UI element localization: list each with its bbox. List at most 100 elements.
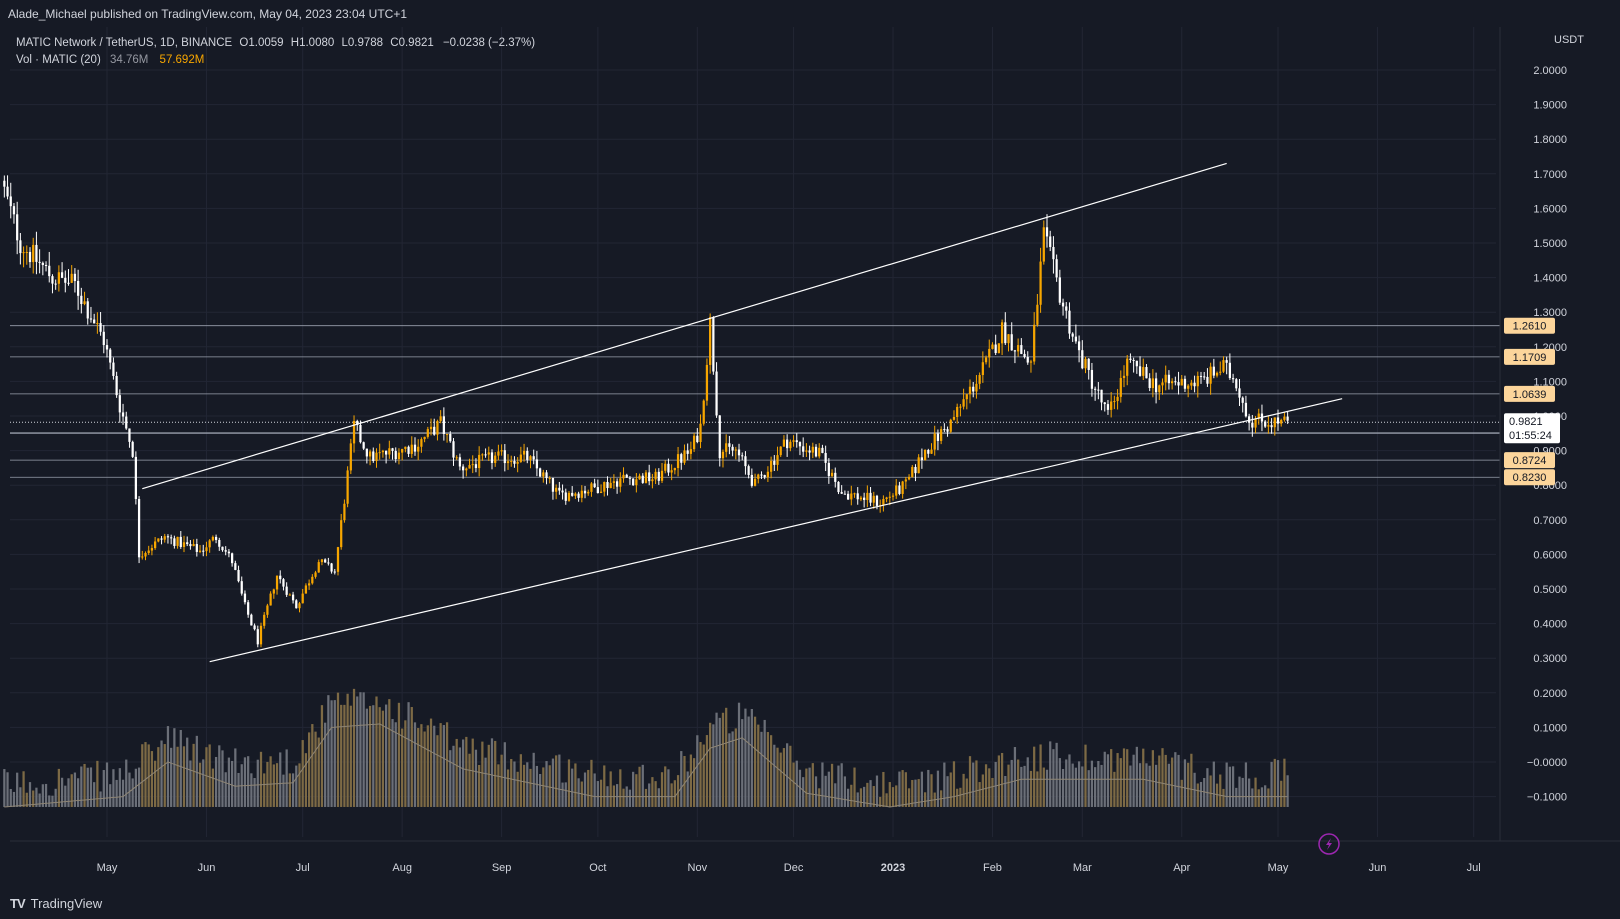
candle-body [766,471,770,478]
volume-bar [981,774,984,807]
volume-bar [1116,753,1119,807]
channel-upper-trendline[interactable] [142,162,1227,490]
volume-bar [12,791,16,807]
volume-bar [689,754,693,807]
volume-bar [1055,742,1058,807]
volume-bar [48,795,51,807]
volume-bar [914,779,917,807]
candle-body [224,550,227,552]
candle-body [404,446,407,449]
channel-lower-trendline[interactable] [209,398,1343,663]
candle-body [561,490,564,493]
candle-body [968,386,972,395]
volume-bar [615,784,619,807]
candle-body [291,594,295,601]
candle-body [349,443,352,471]
candle-body [946,429,949,432]
volume-bar [1206,768,1209,807]
candle-body [304,585,308,594]
volume-bar [879,796,882,807]
candle-body [587,491,590,494]
candle-body [423,436,426,440]
volume-bar [1273,758,1276,807]
lightning-icon[interactable] [1318,833,1340,855]
volume-bar [930,774,933,807]
candle-body [516,461,519,464]
candle-body [914,466,917,474]
volume-bar [301,740,304,807]
volume-bar [513,761,516,807]
candle-body [917,457,920,474]
volume-bar [1167,763,1171,807]
candle-body [571,492,574,496]
candle-body [898,485,901,494]
candle-body [60,272,64,278]
candle-body [580,490,583,498]
volume-bar [805,768,808,807]
candle-body [240,581,243,594]
volume-bar [911,780,914,807]
volume-bar [54,788,57,807]
candle-body [1119,378,1122,397]
volume-indicator-label[interactable]: Vol · MATIC (20) [16,54,101,66]
volume-bar [237,772,240,807]
volume-bar [67,778,70,807]
candle-body [863,497,866,501]
candle-body [465,468,468,471]
level-price-tag [1504,385,1555,402]
chart-area[interactable]: 2.0000 1.9000 1.8000 1.7000 1.6000 1.5000 1.40… [0,27,1620,883]
candle-body [965,394,968,400]
candle-body [1241,397,1244,403]
candle-body [442,416,445,434]
y-tick-label: 1.8000 [1533,134,1567,146]
volume-bar [1219,774,1222,807]
volume-bar [1129,765,1132,807]
volume-bar [1215,783,1219,807]
candle-body [943,429,946,431]
candle-body [484,454,487,456]
tradingview-brand[interactable]: TV TradingView [10,896,102,911]
volume-bar [179,729,182,807]
volume-bar [744,708,747,807]
candle-body [1068,310,1071,334]
candle-body [44,265,48,267]
candle-body [1244,402,1248,417]
price-axis-currency[interactable]: USDT [1554,34,1584,46]
candle-body [503,450,506,464]
candle-body [340,520,343,548]
x-tick-label: Nov [688,862,708,874]
candle-body [497,451,500,456]
candle-body [853,493,856,495]
volume-bar [391,719,394,807]
volume-bar [1228,766,1231,807]
price-chart[interactable]: 2.0000 1.9000 1.8000 1.7000 1.6000 1.5000 1.40… [0,27,1620,883]
volume-bar [590,759,593,807]
volume-bar [468,753,471,807]
candle-body [77,280,80,296]
candle-body [458,457,462,467]
volume-bar [144,742,147,807]
volume-bar [109,784,112,807]
x-tick-label: May [1268,862,1289,874]
volume-bar [51,795,54,807]
volume-bar [680,751,683,807]
volume-bar [1209,775,1212,807]
volume-bar [327,695,330,807]
volume-bar [949,772,952,807]
candle-body [660,470,664,481]
candle-body [1196,375,1199,387]
candle-body [256,629,259,645]
candle-body [279,575,282,580]
high-value: 1.0080 [299,37,335,49]
symbol-title[interactable]: MATIC Network / TetherUS, 1D, BINANCE [16,37,233,49]
candle-body [1238,388,1241,398]
volume-bar [198,762,202,807]
volume-bar [417,728,420,807]
candle-body [789,441,792,449]
volume-bar [1119,758,1122,807]
candle-body [433,426,436,435]
candle-body [654,471,657,480]
volume-bar [1212,761,1215,807]
candle-body [189,544,192,547]
volume-bar [461,739,465,807]
